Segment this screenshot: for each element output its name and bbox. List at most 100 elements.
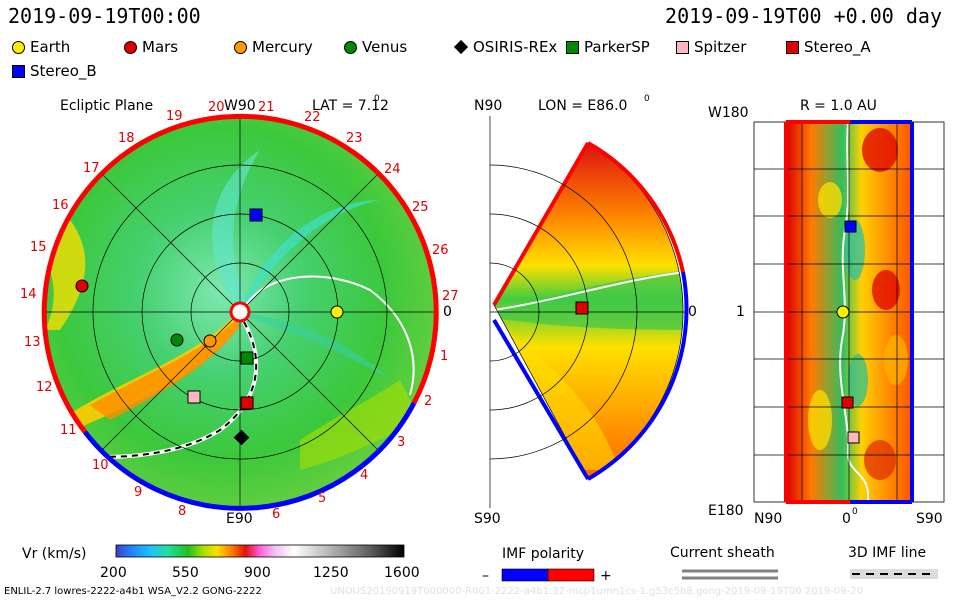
imf-positive-swatch [547, 568, 595, 582]
imf-line-legend: 3D IMF line [848, 545, 938, 579]
ecliptic-bottom-label: E90 [226, 511, 253, 527]
current-sheath-legend: Current sheath [670, 545, 778, 580]
imf-line-title: 3D IMF line [848, 545, 926, 561]
clong-16: 16 [52, 198, 69, 213]
legend-parkersp: ParkerSP [566, 38, 650, 56]
ecliptic-title: Ecliptic Plane [60, 98, 153, 114]
radial-mid-left: 1 [736, 304, 745, 320]
clong-21: 21 [258, 100, 275, 115]
meridional-panel: N90 LON = E86.0 0 S90 0 [474, 94, 697, 527]
colorbar-tick: 900 [244, 565, 271, 581]
radial-x-right: S90 [916, 511, 943, 527]
radial-bottom-left: E180 [708, 503, 744, 519]
clong-19: 19 [166, 109, 183, 124]
clong-24: 24 [384, 162, 401, 177]
earth-marker-radial [836, 305, 850, 319]
colorbar-scale [115, 544, 405, 558]
osiris-rex-marker [233, 429, 250, 446]
clong-4: 4 [360, 468, 368, 483]
clong-27: 27 [442, 289, 459, 304]
ecliptic-lat: LAT = 7.12 [312, 98, 389, 114]
meridional-bottom-label: S90 [474, 511, 501, 527]
parkersp-marker [240, 351, 254, 365]
imf-plus: + [600, 568, 612, 584]
legend-earth: Earth [12, 38, 70, 56]
ecliptic-top-label: W90 [224, 98, 256, 114]
meridional-lon-degree: 0 [644, 94, 650, 104]
venus-marker [170, 333, 184, 347]
stereo-a-marker-radial [841, 396, 854, 409]
stereo-b-marker-icon [12, 64, 25, 78]
clong-13: 13 [24, 335, 41, 350]
spitzer-marker [187, 390, 201, 404]
mars-marker [75, 279, 89, 293]
clong-2: 2 [424, 394, 432, 409]
clong-18: 18 [118, 131, 135, 146]
imf-negative-swatch [501, 568, 549, 582]
footer-right: UNOUS20190919T000000-R001-2222-a4b1.32-m… [330, 586, 863, 597]
clong-5: 5 [318, 491, 326, 506]
clong-23: 23 [346, 131, 363, 146]
legend-mars: Mars [124, 38, 178, 56]
mercury-marker-icon [234, 40, 247, 54]
radial-panel: W180 R = 1.0 AU 1 E180 N90 0 0 S90 [708, 98, 945, 527]
clong-22: 22 [304, 110, 321, 125]
colorbar-tick: 1600 [384, 565, 420, 581]
clong-25: 25 [412, 200, 429, 215]
spitzer-marker-radial [847, 431, 860, 444]
radial-x-mid: 0 [842, 511, 851, 527]
colorbar-tick: 550 [172, 565, 199, 581]
meridional-top-label: N90 [474, 98, 502, 114]
imf-polarity-legend: IMF polarity – + [482, 546, 612, 584]
imf-title: IMF polarity [502, 546, 584, 562]
clong-9: 9 [134, 485, 142, 500]
earth-marker [330, 305, 344, 319]
date-right: 2019-09-19T00 +0.00 day [665, 4, 942, 28]
legend-label: Earth [30, 38, 71, 56]
mars-marker-icon [124, 40, 137, 54]
legend-mercury: Mercury [234, 38, 313, 56]
legend-label: ParkerSP [584, 38, 650, 56]
imf-rim-positive [41, 113, 439, 434]
legend-label: Venus [362, 38, 408, 56]
clong-11: 11 [60, 423, 77, 438]
ecliptic-panel: 20 19 18 17 16 15 14 13 12 11 10 9 8 6 5… [20, 94, 459, 527]
radial-x-mid-degree: 0 [852, 507, 858, 517]
spitzer-marker-icon [676, 40, 689, 54]
imf-rim-negative [83, 401, 417, 511]
legend-label: Stereo_B [30, 62, 97, 80]
date-left: 2019-09-19T00:00 [8, 4, 201, 28]
clong-15: 15 [30, 240, 47, 255]
radial-top-left: W180 [708, 105, 749, 121]
legend-label: Stereo_A [804, 38, 871, 56]
legend-spitzer: Spitzer [676, 38, 746, 56]
clong-14: 14 [20, 287, 37, 302]
footer-left: ENLIL-2.7 lowres-2222-a4b1 WSA_V2.2 GONG… [4, 586, 262, 597]
radial-r: R = 1.0 AU [800, 98, 877, 114]
legend-label: OSIRIS-REx [473, 38, 558, 56]
clong-10: 10 [92, 458, 109, 473]
ecliptic-lat-degree: 0 [374, 94, 380, 104]
colorbar: Vr (km/s) 200 550 900 1250 1600 [22, 544, 420, 581]
venus-marker-icon [344, 40, 357, 54]
parkersp-marker-icon [566, 40, 579, 54]
legend-label: Mars [142, 38, 179, 56]
stereo-b-marker-radial [844, 220, 857, 233]
stereo-a-marker-meridional [575, 301, 589, 315]
current-sheath-title: Current sheath [670, 545, 775, 561]
legend-label: Mercury [252, 38, 313, 56]
imf-minus: – [482, 568, 489, 584]
earth-marker-icon [12, 40, 25, 54]
stereo-a-marker-icon [786, 40, 799, 54]
clong-17: 17 [83, 161, 100, 176]
clong-3: 3 [397, 435, 405, 450]
stereo-a-marker [240, 396, 254, 410]
stereo-b-marker [249, 208, 263, 222]
clong-1: 1 [440, 349, 448, 364]
clong-20: 20 [208, 100, 225, 115]
legend-venus: Venus [344, 38, 407, 56]
radial-x-left: N90 [754, 511, 782, 527]
clong-26: 26 [432, 243, 449, 258]
mercury-marker [203, 334, 217, 348]
